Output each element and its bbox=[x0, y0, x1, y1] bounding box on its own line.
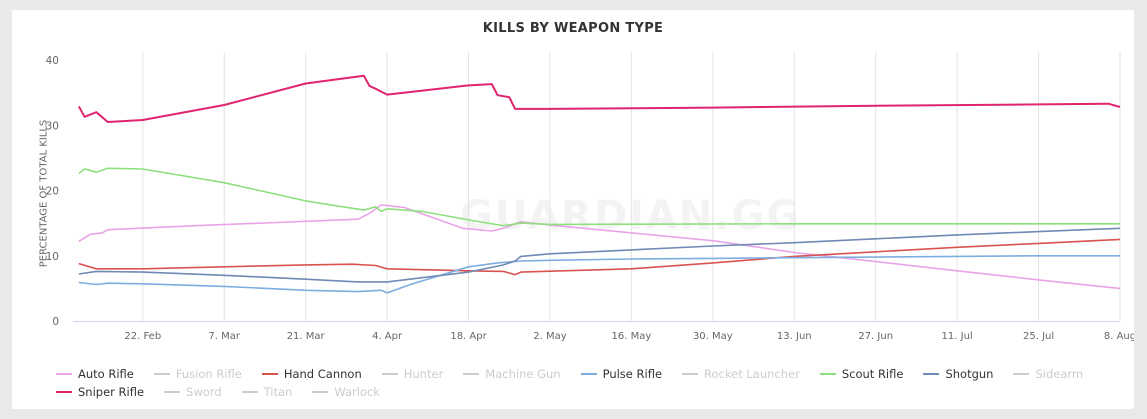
x-tick-label: 22. Feb bbox=[124, 331, 161, 342]
legend-swatch bbox=[580, 373, 597, 375]
legend-label: Sniper Rifle bbox=[78, 385, 145, 399]
legend-label: Hand Cannon bbox=[283, 367, 362, 381]
x-tick-label: 18. Apr bbox=[450, 331, 487, 342]
legend-swatch bbox=[381, 373, 398, 375]
series-line-shotgun bbox=[78, 227, 1121, 283]
x-tick-label: 11. Jul bbox=[942, 331, 973, 342]
x-tick-label: 7. Mar bbox=[208, 331, 240, 342]
legend-swatch bbox=[312, 391, 329, 393]
legend-swatch bbox=[241, 391, 258, 393]
legend-label: Sidearm bbox=[1035, 367, 1084, 381]
legend: Auto Rifle Fusion Rifle Hand Cannon Hunter M… bbox=[56, 364, 1136, 400]
legend-swatch bbox=[56, 391, 72, 393]
x-tick-label: 25. Jul bbox=[1023, 331, 1054, 342]
y-tick-label: 30 bbox=[46, 120, 59, 132]
legend-item-rocket-launcher[interactable]: Rocket Launcher bbox=[682, 366, 800, 382]
x-tick-label: 27. Jun bbox=[858, 331, 893, 342]
x-tick-label: 8. Aug bbox=[1104, 331, 1134, 342]
x-tick-label: 16. May bbox=[612, 331, 652, 342]
legend-swatch bbox=[682, 373, 699, 375]
y-tick-label: 40 bbox=[46, 55, 59, 67]
y-tick-label: 20 bbox=[46, 186, 59, 198]
legend-label: Scout Rifle bbox=[841, 367, 904, 381]
legend-item-sword[interactable]: Sword bbox=[164, 384, 222, 400]
legend-label: Titan bbox=[263, 385, 293, 399]
legend-item-titan[interactable]: Titan bbox=[241, 384, 293, 400]
legend-item-shotgun[interactable]: Shotgun bbox=[923, 366, 993, 382]
legend-item-auto-rifle[interactable]: Auto Rifle bbox=[56, 366, 134, 382]
legend-label: Machine Gun bbox=[485, 367, 561, 381]
legend-swatch bbox=[463, 373, 480, 375]
watermark: GUARDIAN.GG bbox=[460, 193, 802, 239]
legend-swatch bbox=[56, 373, 72, 375]
legend-swatch bbox=[819, 373, 836, 375]
legend-swatch bbox=[923, 373, 940, 375]
legend-item-hunter[interactable]: Hunter bbox=[381, 366, 444, 382]
legend-item-sniper-rifle[interactable]: Sniper Rifle bbox=[56, 384, 144, 400]
x-tick-label: 4. Apr bbox=[372, 331, 403, 342]
series-line-hand-cannon bbox=[78, 238, 1121, 276]
line-chart: 22. Feb 7. Mar 21. Mar 4. Apr 18. Apr 2. May 1… bbox=[46, 52, 1134, 342]
y-tick-label: 10 bbox=[46, 251, 59, 263]
x-tick-label: 2. May bbox=[533, 331, 566, 342]
series-line-sniper-rifle bbox=[77, 74, 1121, 123]
chart-title: KILLS BY WEAPON TYPE bbox=[482, 21, 664, 36]
legend-item-hand-cannon[interactable]: Hand Cannon bbox=[261, 366, 362, 382]
legend-item-scout-rifle[interactable]: Scout Rifle bbox=[819, 366, 904, 382]
legend-swatch bbox=[1013, 373, 1030, 375]
legend-label: Shotgun bbox=[945, 367, 994, 381]
y-tick-label: 0 bbox=[52, 316, 59, 328]
x-tick-label: 30. May bbox=[693, 331, 733, 342]
legend-label: Warlock bbox=[334, 385, 380, 399]
legend-item-fusion-rifle[interactable]: Fusion Rifle bbox=[153, 366, 242, 382]
chart-panel: KILLS BY WEAPON TYPE PERCENTAGE OF TOTAL… bbox=[12, 10, 1134, 409]
legend-item-pulse-rifle[interactable]: Pulse Rifle bbox=[580, 366, 663, 382]
legend-label: Auto Rifle bbox=[78, 367, 134, 381]
legend-swatch bbox=[164, 391, 181, 393]
legend-label: Hunter bbox=[403, 367, 444, 381]
x-tick-label: 13. Jun bbox=[777, 331, 812, 342]
legend-label: Fusion Rifle bbox=[175, 367, 242, 381]
legend-item-sidearm[interactable]: Sidearm bbox=[1013, 366, 1083, 382]
legend-item-machine-gun[interactable]: Machine Gun bbox=[463, 366, 561, 382]
legend-swatch bbox=[261, 373, 278, 375]
legend-label: Pulse Rifle bbox=[602, 367, 663, 381]
legend-item-warlock[interactable]: Warlock bbox=[312, 384, 380, 400]
series-line-pulse-rifle bbox=[78, 255, 1120, 294]
x-tick-label: 21. Mar bbox=[287, 331, 326, 342]
series-line-scout-rifle bbox=[78, 167, 1120, 227]
legend-label: Rocket Launcher bbox=[704, 367, 800, 381]
legend-label: Sword bbox=[186, 385, 222, 399]
legend-swatch bbox=[153, 373, 170, 375]
